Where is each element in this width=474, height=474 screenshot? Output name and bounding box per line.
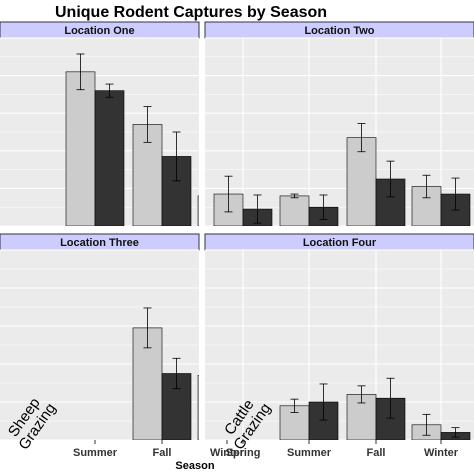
bars-group [132, 307, 199, 440]
x-tick-label: Fall [153, 447, 172, 459]
panel-label: Location One [64, 25, 134, 37]
panel-1: Location One [0, 21, 442, 227]
x-tick-label: Summer [287, 447, 332, 459]
x-tick-label: Fall [367, 447, 386, 459]
x-tick-label: Summer [73, 447, 118, 459]
bars-group [213, 123, 471, 226]
bars-group [279, 377, 471, 440]
bar [197, 375, 199, 440]
panel-label: Location Four [303, 237, 377, 249]
panel-2: Location Two [204, 21, 474, 227]
bar [65, 71, 96, 226]
bars-group [65, 53, 199, 226]
bar [279, 195, 310, 226]
bar [346, 137, 377, 226]
panel-label: Location Two [304, 25, 374, 37]
panel-label: Location Three [60, 237, 139, 249]
x-axis-title: Season [175, 460, 214, 472]
x-tick-label: Winter [424, 447, 459, 459]
bar [94, 90, 125, 226]
x-tick-label: Spring [226, 447, 261, 459]
x-tick-label: Winter [210, 447, 245, 459]
bar [197, 195, 199, 226]
chart-title: Unique Rodent Captures by Season [55, 4, 327, 21]
